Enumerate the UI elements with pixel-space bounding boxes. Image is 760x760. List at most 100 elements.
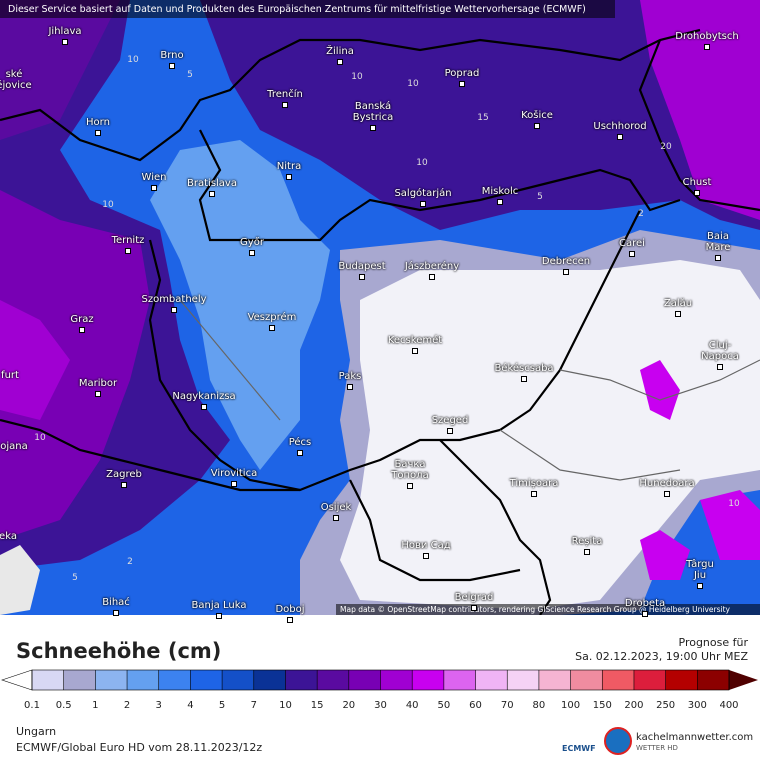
colorbar-swatch — [665, 670, 698, 690]
city-label: Poprad — [444, 68, 480, 79]
city-label: Baia Mare — [705, 231, 731, 253]
colorbar-swatch — [538, 670, 572, 690]
colorbar-tick-label: 1 — [92, 700, 98, 711]
city-dot — [629, 251, 635, 257]
colorbar-tick-label: 150 — [593, 700, 612, 711]
colorbar-tick-label: 15 — [311, 700, 324, 711]
city-label: Jihlava — [48, 26, 82, 37]
city-label: Szombathely — [141, 294, 207, 305]
city-dot — [531, 491, 537, 497]
contour-label: 5 — [187, 70, 193, 80]
city-label: Drohobytsch — [675, 31, 739, 42]
colorbar-swatch — [380, 670, 413, 690]
colorbar-tick-label: 70 — [501, 700, 514, 711]
city-label: Reșita — [571, 536, 603, 547]
city-label: Veszprém — [247, 312, 297, 323]
city-label: Győr — [240, 237, 264, 248]
city-dot — [297, 450, 303, 456]
city-dot — [664, 491, 670, 497]
snow-area — [640, 0, 760, 220]
city-dot — [79, 327, 85, 333]
colorbar-tick-label: 80 — [533, 700, 546, 711]
snow-area — [0, 300, 70, 420]
city-dot — [704, 44, 710, 50]
city-dot — [534, 123, 540, 129]
attribution: Map data © OpenStreetMap contributors, r… — [340, 605, 730, 614]
colorbar-swatch — [507, 670, 540, 690]
contour-label: 10 — [34, 433, 46, 443]
city-label: Bihać — [102, 597, 130, 608]
site-logo — [604, 727, 632, 755]
contour-label: 10 — [127, 55, 139, 65]
city-label: Târgu Jiu — [686, 559, 714, 581]
ecmwf-logo: ECMWF — [562, 744, 596, 753]
colorbar-swatch — [95, 670, 128, 690]
colorbar-tick-label: 250 — [656, 700, 675, 711]
city-dot — [429, 274, 435, 280]
city-label: ské ějovice — [0, 69, 32, 91]
city-dot — [169, 63, 175, 69]
city-label: furt — [1, 370, 19, 381]
colorbar-over — [729, 670, 758, 690]
city-label: eka — [0, 531, 17, 542]
city-label: Timișoara — [509, 478, 559, 489]
city-dot — [497, 199, 503, 205]
city-dot — [125, 248, 131, 254]
colorbar-swatch — [285, 670, 318, 690]
city-dot — [209, 191, 215, 197]
colorbar-tick-label: 2 — [124, 700, 130, 711]
colorbar-tick-label: 10 — [279, 700, 292, 711]
city-dot — [333, 515, 339, 521]
city-label: Cluj-Napoca — [701, 340, 739, 362]
colorbar-swatch — [253, 670, 286, 690]
city-dot — [617, 134, 623, 140]
city-label: Uschhorod — [593, 121, 647, 132]
city-dot — [471, 605, 477, 611]
contour-label: 10 — [416, 158, 428, 168]
city-dot — [151, 185, 157, 191]
colorbar-swatch — [602, 670, 635, 690]
city-dot — [447, 428, 453, 434]
city-dot — [412, 348, 418, 354]
colorbar-tick-label: 3 — [156, 700, 162, 711]
map — [0, 0, 760, 615]
contour-label: 10 — [351, 72, 363, 82]
sea — [0, 545, 40, 615]
admin-borders — [179, 299, 760, 481]
colorbar-swatch — [348, 670, 381, 690]
city-dot — [563, 269, 569, 275]
city-label: Wien — [141, 172, 167, 183]
colorbar-swatch — [443, 670, 477, 690]
colorbar-tick-label: 50 — [437, 700, 450, 711]
contour-label: 2 — [638, 209, 644, 219]
city-dot — [337, 59, 343, 65]
city-dot — [715, 255, 721, 261]
legend-title: Schneehöhe (cm) — [16, 639, 222, 663]
colorbar-tick-label: 0.5 — [56, 700, 72, 711]
city-label: Trenčín — [267, 89, 303, 100]
city-dot — [584, 549, 590, 555]
colorbar-tick-label: 4 — [187, 700, 193, 711]
city-label: Maribor — [78, 378, 118, 389]
city-dot — [282, 102, 288, 108]
colorbar-swatch — [32, 670, 65, 690]
city-label: Kecskemét — [387, 335, 443, 346]
model-run: ECMWF/Global Euro HD vom 28.11.2023/12z — [16, 741, 263, 754]
colorbar-swatch — [570, 670, 603, 690]
city-label: Szeged — [431, 415, 469, 426]
city-label: Hunedoara — [639, 478, 695, 489]
colorbar-tick-label: 300 — [688, 700, 707, 711]
forecast-label: Prognose für — [678, 636, 749, 649]
city-dot — [420, 201, 426, 207]
city-label: Paks — [338, 371, 362, 382]
colorbar-tick-label: 200 — [624, 700, 643, 711]
city-label: Banja Luka — [191, 600, 247, 611]
colorbar-swatch — [475, 670, 508, 690]
colorbar-swatch — [317, 670, 350, 690]
contour-label: 10 — [407, 79, 419, 89]
city-label: Banská Bystrica — [352, 101, 394, 123]
city-label: Nitra — [276, 161, 302, 172]
city-dot — [113, 610, 119, 616]
city-label: Carei — [619, 238, 645, 249]
